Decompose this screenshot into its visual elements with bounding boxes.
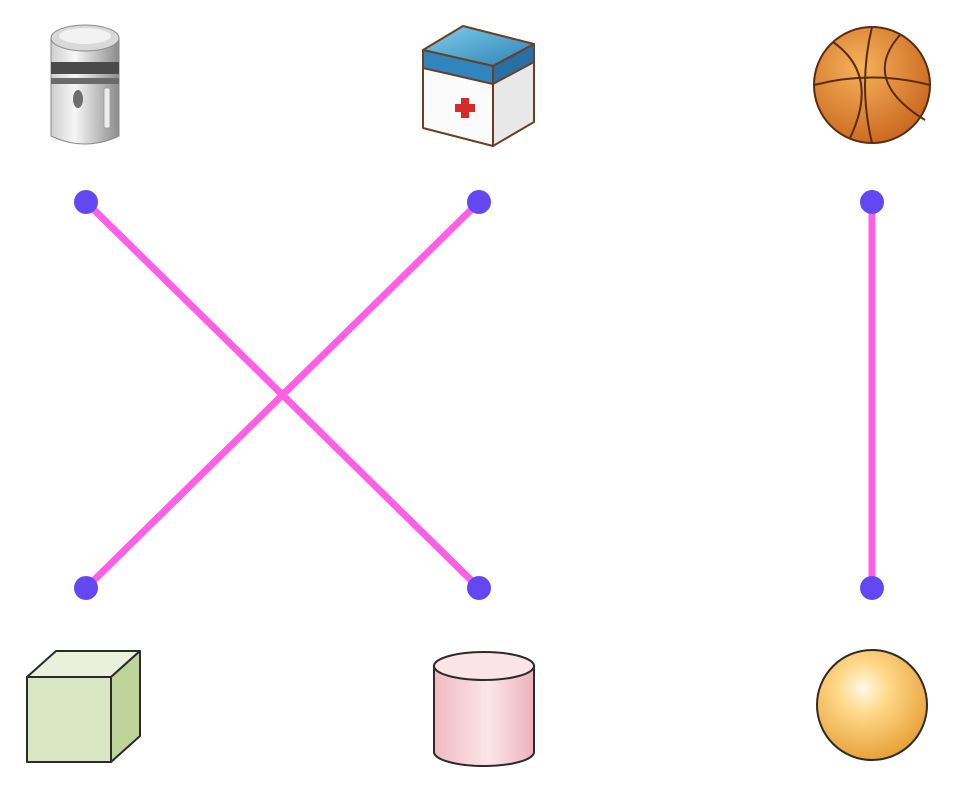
connector-dot-t2[interactable] [467,190,491,214]
sphere-icon [816,649,928,761]
connector-dot-t3[interactable] [860,190,884,214]
connection-lines [82,198,876,592]
cube-icon [26,650,141,763]
first-aid-box-icon [422,25,535,147]
connector-dot-b2[interactable] [467,576,491,600]
connector-dots [74,190,884,600]
connection-line-t2-b1 [82,198,483,592]
connector-dot-b3[interactable] [860,576,884,600]
connector-dot-b1[interactable] [74,576,98,600]
thermos-icon [50,24,120,145]
basketball-icon [813,26,931,144]
connector-dot-t1[interactable] [74,190,98,214]
cylinder-icon [433,651,535,767]
